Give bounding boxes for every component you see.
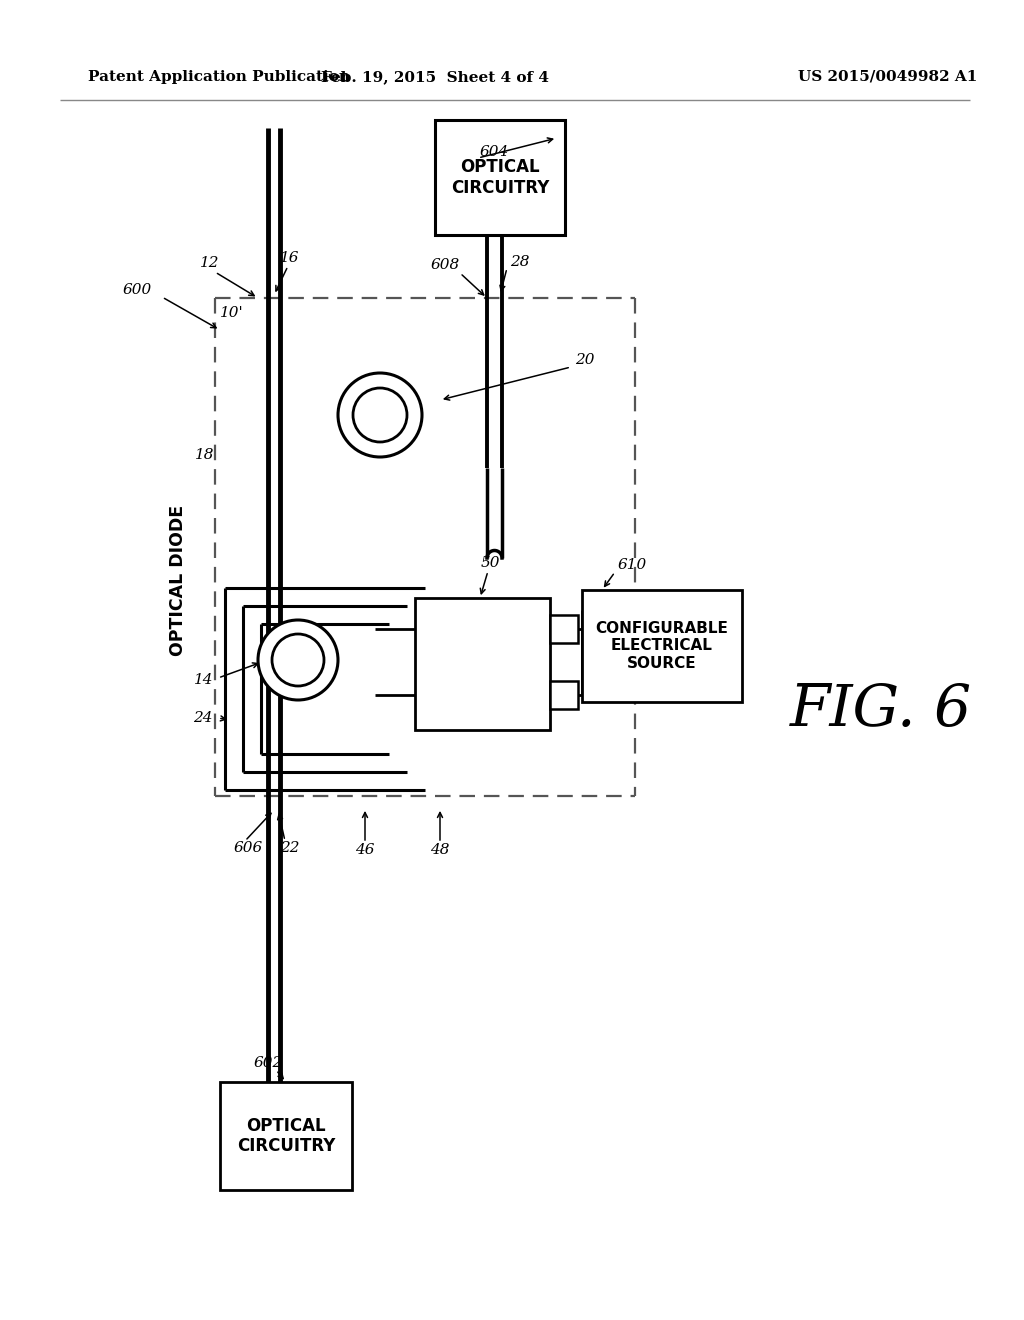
Circle shape (258, 620, 338, 700)
Text: OPTICAL
CIRCUITRY: OPTICAL CIRCUITRY (237, 1117, 335, 1155)
Text: 608: 608 (430, 257, 460, 272)
Text: 14: 14 (194, 673, 213, 686)
Bar (582, 590, 742, 702)
Text: 606: 606 (233, 841, 262, 855)
Circle shape (338, 374, 422, 457)
Text: 50: 50 (480, 556, 500, 570)
Bar (435, 120, 565, 235)
Text: CONFIGURABLE
ELECTRICAL
SOURCE: CONFIGURABLE ELECTRICAL SOURCE (596, 622, 728, 671)
Bar (550, 615, 578, 643)
Text: 602: 602 (253, 1056, 283, 1071)
Text: OPTICAL DIODE: OPTICAL DIODE (169, 504, 187, 656)
Text: 48: 48 (430, 843, 450, 857)
Text: Feb. 19, 2015  Sheet 4 of 4: Feb. 19, 2015 Sheet 4 of 4 (321, 70, 549, 84)
Text: 46: 46 (355, 843, 375, 857)
Text: Patent Application Publication: Patent Application Publication (88, 70, 350, 84)
Bar (415, 598, 550, 730)
Bar (220, 1082, 352, 1191)
Circle shape (353, 388, 407, 442)
Text: 10': 10' (220, 306, 244, 319)
Text: FIG. 6: FIG. 6 (790, 681, 972, 738)
Circle shape (272, 634, 324, 686)
Text: 600: 600 (123, 282, 152, 297)
Text: 22: 22 (281, 841, 300, 855)
Text: OPTICAL
CIRCUITRY: OPTICAL CIRCUITRY (451, 158, 549, 197)
Text: 18: 18 (195, 447, 214, 462)
Text: 24: 24 (194, 711, 213, 725)
Text: US 2015/0049982 A1: US 2015/0049982 A1 (799, 70, 978, 84)
Text: 16: 16 (281, 251, 300, 265)
Text: 610: 610 (618, 558, 647, 572)
Text: 20: 20 (575, 352, 595, 367)
Text: 28: 28 (510, 255, 529, 269)
Text: 12: 12 (201, 256, 220, 271)
Bar (550, 681, 578, 709)
Text: 604: 604 (480, 145, 509, 158)
